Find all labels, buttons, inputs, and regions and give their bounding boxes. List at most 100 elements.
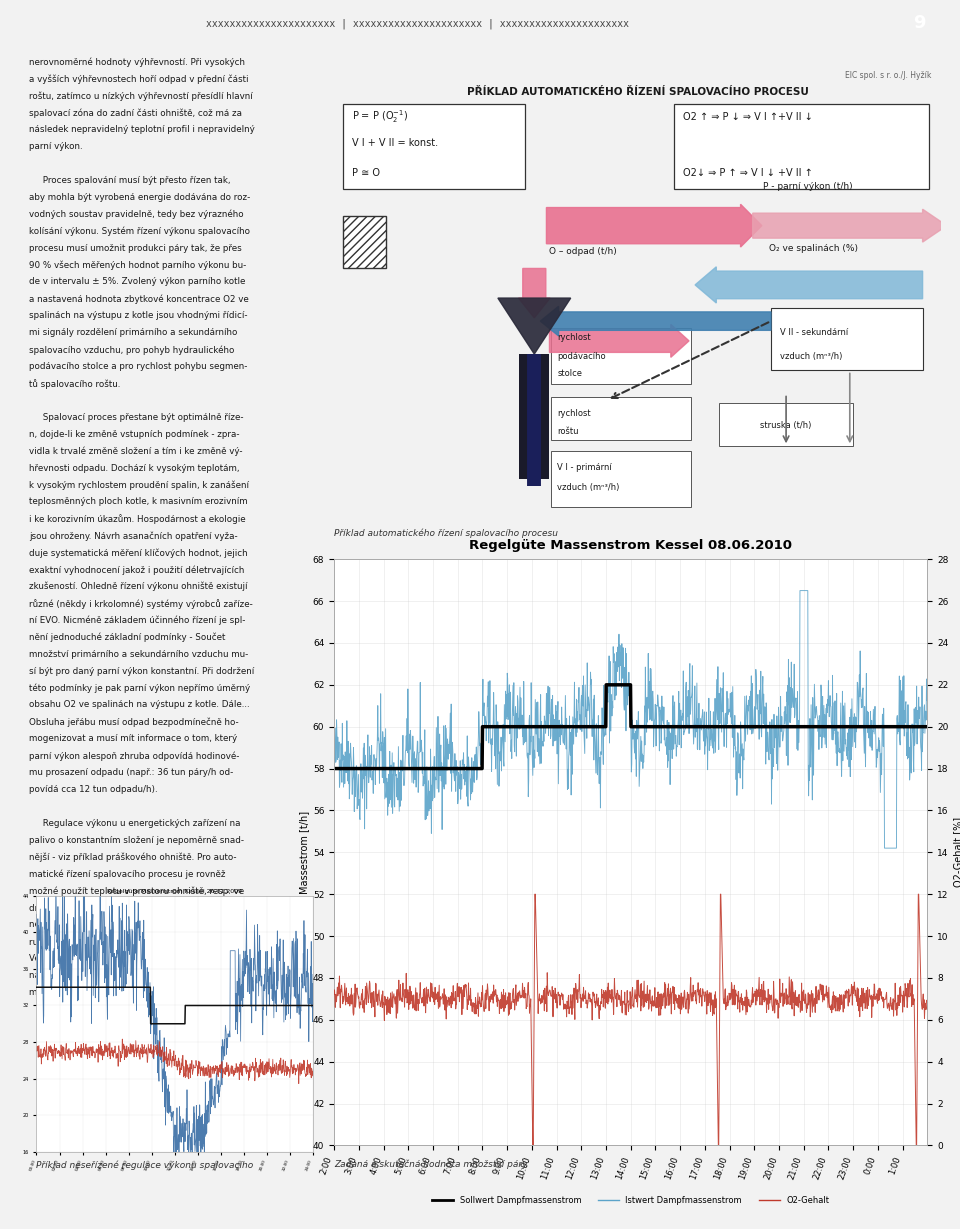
Text: obsahu O2 ve spalinách na výstupu z kotle. Dále...: obsahu O2 ve spalinách na výstupu z kotl… — [29, 701, 250, 709]
Text: P = P (O$_2^{-1}$): P = P (O$_2^{-1}$) — [352, 108, 408, 125]
Text: O2 ↑ ⇒ P ↓ ⇒ V I ↑+V II ↓: O2 ↑ ⇒ P ↓ ⇒ V I ↑+V II ↓ — [683, 112, 813, 122]
Text: matické řízení spalovacího procesu je rovněž: matické řízení spalovacího procesu je ro… — [29, 870, 226, 879]
Text: ní EVO. Nicméně základem účinného řízení je spl-: ní EVO. Nicméně základem účinného řízení… — [29, 616, 245, 626]
Text: nění jednoduché základní podmínky - Součet: nění jednoduché základní podmínky - Souč… — [29, 633, 226, 643]
Text: stolce: stolce — [558, 369, 583, 379]
Text: Příklad neseřízené regulace výkonu spalovacího: Příklad neseřízené regulace výkonu spalo… — [36, 1160, 253, 1170]
Text: druhém tahu kotle (eliminace vlivu záření plame-: druhém tahu kotle (eliminace vlivu zářen… — [29, 903, 244, 913]
Text: exaktní vyhodnocení jakož i použití déletrvajících: exaktní vyhodnocení jakož i použití déle… — [29, 565, 244, 575]
Text: ne). Parní výkon je přímo úměrný teplotě v prosto-: ne). Parní výkon je přímo úměrný teplotě… — [29, 921, 249, 929]
Text: EIC spol. s r. o./J. Hyžík: EIC spol. s r. o./J. Hyžík — [846, 71, 932, 80]
Text: Regulace výkonu u energetických zařízení na: Regulace výkonu u energetických zařízení… — [29, 819, 240, 828]
Text: spalinách na výstupu z kotle jsou vhodnými řídicí-: spalinách na výstupu z kotle jsou vhodný… — [29, 311, 248, 321]
Polygon shape — [498, 299, 570, 354]
Text: mogenizovat a musí mít informace o tom, který: mogenizovat a musí mít informace o tom, … — [29, 734, 237, 744]
Text: ru ohniště a tím i teplotě ve druhém tahu kotle.: ru ohniště a tím i teplotě ve druhém tah… — [29, 938, 236, 946]
Text: V II - sekundární: V II - sekundární — [780, 328, 849, 338]
Text: aby mohla být vyrobená energie dodávána do roz-: aby mohla být vyrobená energie dodávána … — [29, 193, 250, 202]
Text: sí být pro daný parní výkon konstantní. Při dodržení: sí být pro daný parní výkon konstantní. … — [29, 666, 254, 676]
FancyArrow shape — [549, 324, 689, 358]
Text: procesu musí umožnit produkci páry tak, že přes: procesu musí umožnit produkci páry tak, … — [29, 243, 242, 253]
Text: zkušeností. Ohledně řízení výkonu ohniště existují: zkušeností. Ohledně řízení výkonu ohništ… — [29, 583, 248, 591]
FancyArrow shape — [546, 204, 762, 247]
Text: V I - primární: V I - primární — [558, 463, 612, 472]
Title: Regelgüte Massenstrom Kessel 08.06.2010: Regelgüte Massenstrom Kessel 08.06.2010 — [469, 540, 792, 553]
Text: palivo o konstantním složení je nepoměrně snad-: palivo o konstantním složení je nepoměrn… — [29, 836, 244, 844]
Text: rychlost: rychlost — [558, 409, 591, 418]
Text: P ≅ O: P ≅ O — [352, 168, 380, 178]
Text: V I + V II = konst.: V I + V II = konst. — [352, 139, 439, 149]
Text: PŘÍKLAD AUTOMATICKÉHO ŘÍZENÍ SPALOVACÍHO PROCESU: PŘÍKLAD AUTOMATICKÉHO ŘÍZENÍ SPALOVACÍHO… — [467, 87, 808, 97]
Text: měr primárního a sekundárního vzduchu. Tímto: měr primárního a sekundárního vzduchu. T… — [29, 988, 236, 997]
Text: následek nepravidelný teplotní profil i nepravidelný: následek nepravidelný teplotní profil i … — [29, 125, 254, 134]
Text: různé (někdy i krkolomné) systémy výrobců zaříze-: různé (někdy i krkolomné) systémy výrobc… — [29, 599, 252, 608]
Text: 90 % všech měřených hodnot parního výkonu bu-: 90 % všech měřených hodnot parního výkon… — [29, 261, 246, 270]
Y-axis label: O2-Gehalt [%]: O2-Gehalt [%] — [952, 817, 960, 887]
Text: mi signály rozdělení primárního a sekundárního: mi signály rozdělení primárního a sekund… — [29, 328, 237, 337]
Y-axis label: Massestrom [t/h]: Massestrom [t/h] — [299, 811, 309, 893]
Text: k vysokým rychlostem proudění spalin, k zanášení: k vysokým rychlostem proudění spalin, k … — [29, 481, 249, 490]
Text: Ve vazbě na zbytkový obsah kyslíku ve spalinách: Ve vazbě na zbytkový obsah kyslíku ve sp… — [29, 954, 243, 964]
Text: této podmínky je pak parní výkon nepřímo úměrný: této podmínky je pak parní výkon nepřímo… — [29, 683, 250, 693]
Text: i ke korozivním úkazům. Hospodárnost a ekologie: i ke korozivním úkazům. Hospodárnost a e… — [29, 514, 246, 525]
FancyArrow shape — [540, 306, 771, 336]
FancyBboxPatch shape — [551, 328, 691, 383]
Text: rychlost: rychlost — [558, 333, 591, 342]
Text: struska (t/h): struska (t/h) — [760, 420, 812, 430]
Text: xxxxxxxxxxxxxxxxxxxxxx | xxxxxxxxxxxxxxxxxxxxxx | xxxxxxxxxxxxxxxxxxxxxx: xxxxxxxxxxxxxxxxxxxxxx | xxxxxxxxxxxxxxx… — [205, 18, 629, 28]
FancyBboxPatch shape — [343, 104, 525, 189]
Title: Regelgüte Massenstrom Kessel 26.11.2009: Regelgüte Massenstrom Kessel 26.11.2009 — [108, 889, 242, 895]
Text: P - parní výkon (t/h): P - parní výkon (t/h) — [762, 182, 852, 190]
FancyBboxPatch shape — [674, 104, 928, 189]
Text: spalovacího vzduchu, pro pohyb hydraulického: spalovacího vzduchu, pro pohyb hydraulic… — [29, 345, 234, 355]
Text: Obsluha jeřábu musí odpad bezpodmínečně ho-: Obsluha jeřábu musí odpad bezpodmínečně … — [29, 718, 238, 726]
FancyBboxPatch shape — [719, 403, 852, 446]
Text: parní výkon alespoň zhruba odpovídá hodinové-: parní výkon alespoň zhruba odpovídá hodi… — [29, 751, 239, 761]
Text: podávacího: podávacího — [558, 351, 606, 360]
Text: Příklad automatického řízení spalovacího procesu: Příklad automatického řízení spalovacího… — [334, 528, 558, 538]
FancyArrow shape — [753, 209, 947, 242]
Text: vzduch (mⁿ³/h): vzduch (mⁿ³/h) — [780, 351, 842, 360]
Text: roštu: roštu — [558, 426, 579, 435]
FancyBboxPatch shape — [551, 397, 691, 440]
Text: tů spalovacího roštu.: tů spalovacího roštu. — [29, 379, 120, 388]
Text: Zadaná a skutečná hodnota množství páry: Zadaná a skutečná hodnota množství páry — [334, 1159, 528, 1169]
Text: možné použít teplotu v prostoru ohniště, resp. ve: možné použít teplotu v prostoru ohniště,… — [29, 886, 244, 896]
Text: mu prosazení odpadu (např.: 36 tun páry/h od-: mu prosazení odpadu (např.: 36 tun páry/… — [29, 768, 233, 777]
FancyBboxPatch shape — [771, 308, 923, 370]
Text: a vyšších výhřevnostech hoří odpad v přední části: a vyšších výhřevnostech hoří odpad v pře… — [29, 75, 249, 84]
Text: teplosměnných ploch kotle, k masivním erozivním: teplosměnných ploch kotle, k masivním er… — [29, 498, 248, 506]
Text: jsou ohroženy. Návrh asanačních opatření vyža-: jsou ohroženy. Návrh asanačních opatření… — [29, 531, 237, 541]
Text: Spalovací proces přestane být optimálně říze-: Spalovací proces přestane být optimálně … — [29, 413, 243, 422]
Text: kolísání výkonu. Systém řízení výkonu spalovacího: kolísání výkonu. Systém řízení výkonu sp… — [29, 226, 250, 236]
Text: O₂ ve spalinách (%): O₂ ve spalinách (%) — [769, 245, 858, 253]
Text: de v intervalu ± 5%. Zvolený výkon parního kotle: de v intervalu ± 5%. Zvolený výkon parní… — [29, 278, 245, 286]
Legend: Sollwert Dampfmassenstrom, Istwert Dampfmassenstrom, O2-Gehalt: Sollwert Dampfmassenstrom, Istwert Dampf… — [429, 1193, 832, 1208]
Bar — [343, 216, 386, 268]
FancyArrow shape — [695, 267, 923, 304]
Text: nější - viz příklad práškového ohniště. Pro auto-: nější - viz příklad práškového ohniště. … — [29, 853, 236, 862]
Text: vodných soustav pravidelně, tedy bez výrazného: vodných soustav pravidelně, tedy bez výr… — [29, 210, 244, 219]
FancyArrow shape — [518, 268, 550, 318]
Text: množství primárního a sekundárního vzduchu mu-: množství primárního a sekundárního vzduc… — [29, 650, 248, 659]
Text: na výstupu z kotle je automaticky regulován po-: na výstupu z kotle je automaticky regulo… — [29, 971, 239, 980]
Text: vidla k trvalé změně složení a tím i ke změně vý-: vidla k trvalé změně složení a tím i ke … — [29, 446, 242, 456]
Text: parní výkon.: parní výkon. — [29, 143, 83, 151]
Text: Proces spalování musí být přesto řízen tak,: Proces spalování musí být přesto řízen t… — [29, 176, 230, 186]
Bar — [519, 354, 549, 479]
Text: nerovnoměrné hodnoty výhřevností. Při vysokých: nerovnoměrné hodnoty výhřevností. Při vy… — [29, 58, 245, 68]
Text: a nastavená hodnota zbytkové koncentrace O2 ve: a nastavená hodnota zbytkové koncentrace… — [29, 295, 249, 304]
Text: roštu, zatímco u nízkých výhřevností přesídlí hlavní: roštu, zatímco u nízkých výhřevností pře… — [29, 91, 252, 101]
Text: podávacího stolce a pro rychlost pohybu segmen-: podávacího stolce a pro rychlost pohybu … — [29, 363, 247, 371]
Text: 9: 9 — [913, 15, 925, 32]
Text: O2↓ ⇒ P ↑ ⇒ V I ↓ +V II ↑: O2↓ ⇒ P ↑ ⇒ V I ↓ +V II ↑ — [683, 168, 813, 178]
FancyBboxPatch shape — [551, 451, 691, 506]
Text: povídá cca 12 tun odpadu/h).: povídá cca 12 tun odpadu/h). — [29, 785, 157, 794]
Text: vzduch (mⁿ³/h): vzduch (mⁿ³/h) — [558, 483, 620, 492]
Text: spalovací zóna do zadní části ohniště, což má za: spalovací zóna do zadní části ohniště, c… — [29, 108, 242, 118]
Text: hřevnosti odpadu. Dochází k vysokým teplotám,: hřevnosti odpadu. Dochází k vysokým tepl… — [29, 463, 239, 473]
Text: O – odpad (t/h): O – odpad (t/h) — [549, 247, 617, 257]
Text: duje systematická měření klíčových hodnot, jejich: duje systematická měření klíčových hodno… — [29, 548, 248, 558]
Text: n, dojde-li ke změně vstupních podmínek - zpra-: n, dojde-li ke změně vstupních podmínek … — [29, 430, 239, 439]
Bar — [519, 462, 549, 479]
